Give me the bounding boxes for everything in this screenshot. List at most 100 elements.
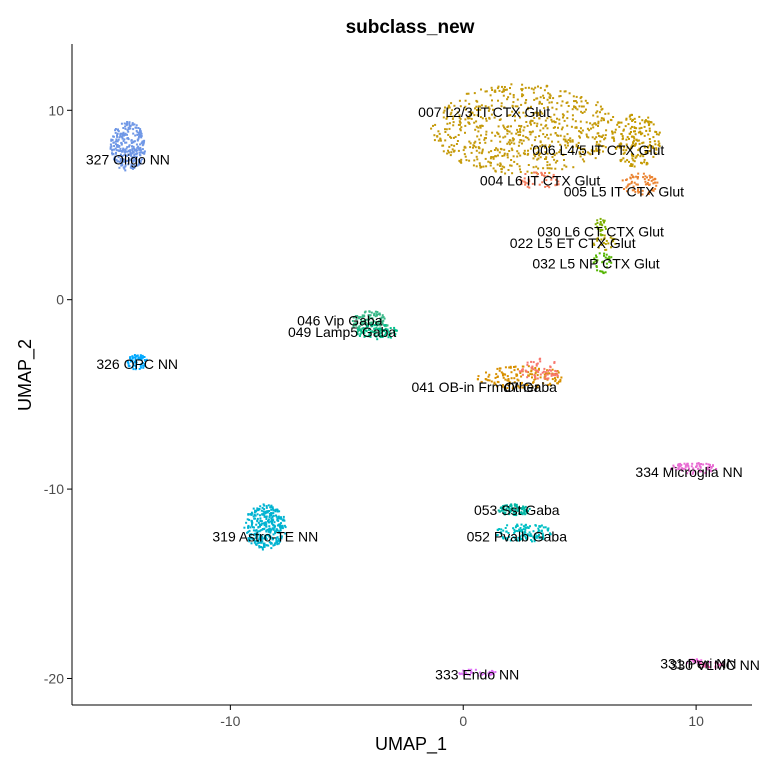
data-point	[452, 136, 455, 139]
data-point	[639, 122, 641, 125]
data-point	[595, 141, 598, 143]
data-point	[527, 374, 530, 377]
data-point	[357, 330, 360, 333]
data-point	[547, 137, 550, 140]
data-point	[381, 336, 384, 338]
data-point	[593, 257, 596, 260]
data-point	[496, 385, 498, 388]
data-point	[557, 371, 560, 374]
data-point	[514, 512, 517, 515]
data-point	[500, 506, 503, 509]
data-point	[707, 463, 710, 466]
data-point	[655, 131, 658, 133]
data-point	[498, 369, 501, 372]
data-point	[124, 164, 127, 167]
cluster-label: 046 Vip Gaba	[297, 313, 383, 329]
data-point	[115, 158, 118, 161]
data-point	[446, 107, 449, 110]
cluster-points-11	[476, 365, 563, 390]
data-point	[600, 234, 603, 237]
data-point	[692, 467, 695, 470]
data-point	[561, 100, 564, 103]
data-point	[646, 181, 649, 184]
data-point	[128, 365, 131, 368]
data-point	[521, 531, 524, 534]
data-point	[485, 133, 488, 136]
data-point	[249, 526, 252, 529]
data-point	[367, 314, 370, 317]
data-point	[560, 376, 563, 379]
cluster-points-2	[519, 171, 560, 189]
data-point	[462, 149, 465, 152]
data-point	[139, 159, 142, 162]
data-point	[595, 143, 598, 146]
data-point	[248, 529, 251, 532]
data-point	[501, 385, 504, 388]
data-point	[586, 127, 589, 130]
data-point	[507, 379, 509, 382]
data-point	[444, 131, 447, 133]
data-point	[539, 141, 542, 144]
data-point	[502, 529, 505, 532]
data-point	[112, 135, 115, 138]
data-point	[499, 163, 502, 166]
data-point	[362, 322, 365, 325]
data-point	[125, 160, 128, 163]
data-point	[509, 510, 512, 513]
data-point	[599, 111, 601, 114]
data-point	[603, 221, 605, 224]
data-point	[527, 510, 529, 512]
data-point	[264, 536, 267, 539]
data-point	[554, 126, 556, 129]
data-point	[459, 129, 462, 132]
data-point	[503, 126, 506, 129]
data-point	[279, 524, 282, 527]
data-point	[494, 90, 497, 93]
data-point	[277, 538, 280, 541]
data-point	[528, 180, 531, 183]
data-point	[565, 146, 568, 149]
data-point	[578, 147, 581, 149]
data-point	[140, 136, 143, 139]
data-point	[370, 321, 373, 324]
data-point	[579, 155, 582, 158]
data-point	[564, 144, 567, 147]
data-point	[556, 102, 559, 105]
data-point	[535, 536, 538, 539]
data-point	[556, 374, 559, 377]
data-point	[514, 105, 517, 108]
data-point	[614, 131, 617, 134]
data-point	[283, 519, 286, 522]
data-point	[479, 116, 482, 118]
data-point	[644, 183, 647, 186]
data-point	[124, 169, 127, 172]
data-point	[122, 147, 125, 150]
data-point	[706, 468, 709, 471]
data-point	[705, 466, 708, 469]
data-point	[677, 467, 680, 470]
data-point	[614, 128, 617, 131]
data-point	[127, 163, 130, 166]
data-point	[630, 145, 633, 148]
data-point	[559, 143, 562, 146]
data-point	[601, 224, 604, 227]
data-point	[476, 378, 479, 381]
data-point	[132, 362, 135, 365]
data-point	[536, 122, 539, 125]
data-point	[500, 528, 503, 531]
data-point	[115, 138, 118, 141]
data-point	[525, 121, 528, 123]
data-point	[489, 164, 492, 167]
data-point	[139, 354, 142, 357]
x-axis-title: UMAP_1	[375, 734, 447, 755]
data-point	[273, 521, 276, 524]
data-point	[554, 132, 557, 135]
data-point	[513, 528, 516, 531]
data-point	[502, 136, 505, 139]
data-point	[534, 155, 537, 158]
data-point	[112, 141, 115, 144]
data-point	[510, 125, 512, 128]
data-point	[580, 100, 583, 103]
data-point	[131, 123, 134, 126]
cluster-label: 041 OB-in Frmd7 Gaba	[411, 379, 557, 395]
